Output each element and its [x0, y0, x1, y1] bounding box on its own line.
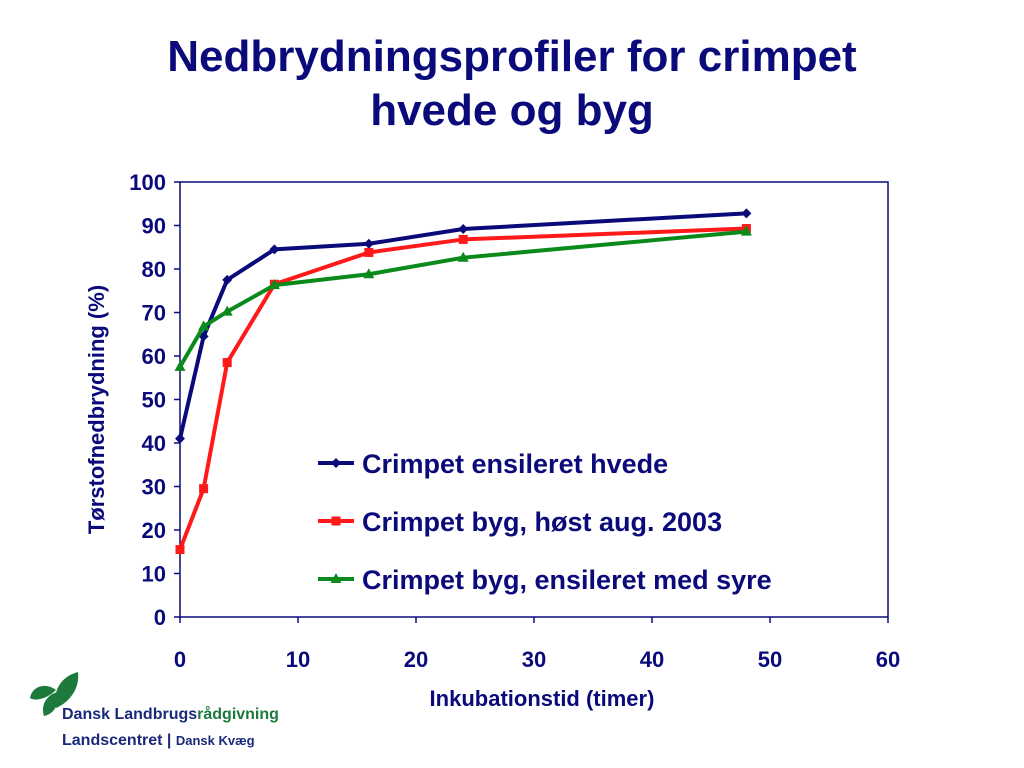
legend-label: Crimpet byg, ensileret med syre — [362, 565, 772, 595]
data-point — [364, 247, 374, 257]
y-tick-label: 90 — [142, 214, 166, 239]
leaf-logo-icon — [30, 672, 79, 716]
y-tick-label: 30 — [142, 475, 166, 500]
data-point — [174, 360, 186, 371]
series-3 — [174, 225, 752, 371]
data-point — [458, 234, 468, 244]
logo-text-accent: rådgivning — [197, 706, 279, 723]
x-axis-label: Inkubationstid (timer) — [430, 686, 655, 711]
x-tick-label: 40 — [640, 647, 664, 672]
legend-entry: Crimpet byg, ensileret med syre — [318, 565, 772, 595]
x-tick-label: 10 — [286, 647, 310, 672]
series-layer — [174, 208, 752, 555]
x-tick-label: 60 — [876, 647, 900, 672]
legend-marker — [331, 516, 341, 526]
series-line — [178, 226, 747, 551]
x-tick-label: 0 — [174, 647, 186, 672]
data-point — [458, 223, 469, 234]
y-tick-label: 0 — [154, 605, 166, 630]
series-2 — [175, 224, 751, 555]
x-tick-label: 50 — [758, 647, 782, 672]
data-point — [363, 238, 374, 249]
logo-text-main: Dansk Landbrugs — [62, 706, 198, 723]
legend-marker — [330, 573, 342, 583]
data-point — [175, 433, 185, 444]
logo-text-landscentret: Landscentret — [62, 732, 163, 749]
logo-text-line2: Landscentret | Dansk Kvæg — [62, 732, 255, 750]
legend-entry: Crimpet byg, høst aug. 2003 — [318, 507, 722, 537]
y-tick-label: 50 — [142, 388, 166, 413]
logo-text-dansk-kvaeg: Dansk Kvæg — [175, 733, 255, 748]
x-tick-label: 20 — [404, 647, 428, 672]
y-tick-label: 80 — [142, 257, 166, 282]
logo-text-line1: Dansk Landbrugsrådgivning — [62, 706, 279, 724]
legend-label: Crimpet ensileret hvede — [362, 449, 668, 479]
y-tick-label: 100 — [129, 170, 166, 195]
legend-label: Crimpet byg, høst aug. 2003 — [362, 507, 722, 537]
data-point — [268, 279, 280, 290]
series-1 — [175, 208, 752, 444]
data-point — [222, 358, 232, 368]
data-point — [363, 268, 375, 279]
y-tick-label: 40 — [142, 431, 166, 456]
y-axis-ticks: 0 10 20 30 40 50 60 70 80 90 100 — [129, 170, 180, 630]
data-point — [740, 225, 752, 236]
y-tick-label: 70 — [142, 301, 166, 326]
legend-marker — [331, 458, 341, 468]
y-axis-label: Tørstofnedbrydning (%) — [84, 285, 109, 534]
data-point — [741, 208, 752, 219]
dlr-logo: Dansk Landbrugsrådgivning Landscentret |… — [22, 668, 362, 758]
data-point — [175, 545, 185, 555]
legend: Crimpet ensileret hvede Crimpet byg, høst… — [318, 449, 772, 595]
logo-text-separator: | — [162, 732, 176, 749]
y-tick-label: 20 — [142, 518, 166, 543]
x-tick-label: 30 — [522, 647, 546, 672]
data-point — [221, 305, 233, 316]
data-point — [269, 244, 280, 255]
data-point — [222, 274, 233, 285]
data-point — [457, 251, 469, 262]
chart-title: Nedbrydningsprofiler for crimpet hvede o… — [0, 30, 1024, 138]
data-point — [199, 484, 209, 494]
series-line — [178, 211, 747, 440]
data-point — [198, 320, 210, 331]
legend-entry: Crimpet ensileret hvede — [318, 449, 668, 479]
chart-title-line1: Nedbrydningsprofiler for crimpet — [167, 32, 857, 81]
y-tick-label: 60 — [142, 344, 166, 369]
y-tick-label: 10 — [142, 562, 166, 587]
chart-title-line2: hvede og byg — [370, 86, 654, 135]
x-axis-ticks: 0 10 20 30 40 50 60 — [174, 617, 900, 672]
